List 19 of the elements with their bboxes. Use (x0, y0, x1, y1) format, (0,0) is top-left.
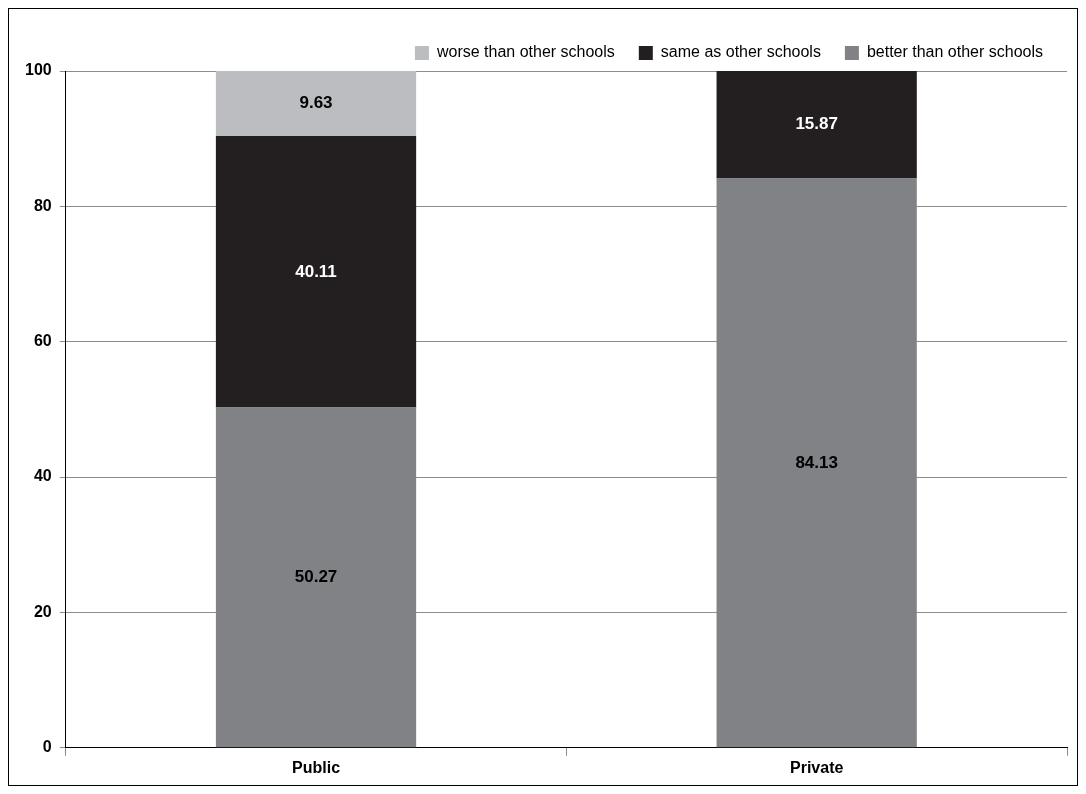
data-label: 15.87 (795, 114, 838, 134)
y-tick-label: 60 (33, 332, 52, 350)
bar (215, 71, 417, 137)
data-label: 50.27 (294, 567, 338, 587)
data-label: 84.13 (795, 452, 838, 472)
legend-label: worse than other schools (435, 43, 615, 61)
data-label: 40.11 (295, 261, 337, 281)
x-tick-label: Public (292, 758, 341, 776)
y-tick-label: 20 (33, 602, 52, 620)
data-label: 9.63 (299, 93, 333, 113)
y-tick-label: 0 (42, 738, 52, 756)
legend-label: same as other schools (660, 43, 821, 61)
bar (215, 136, 417, 408)
y-tick-label: 100 (24, 61, 52, 79)
y-tick-label: 40 (33, 467, 52, 485)
x-tick-label: Private (789, 758, 844, 776)
bar (716, 71, 917, 179)
y-tick-label: 80 (33, 196, 52, 214)
legend-label: better than other schools (866, 43, 1043, 61)
